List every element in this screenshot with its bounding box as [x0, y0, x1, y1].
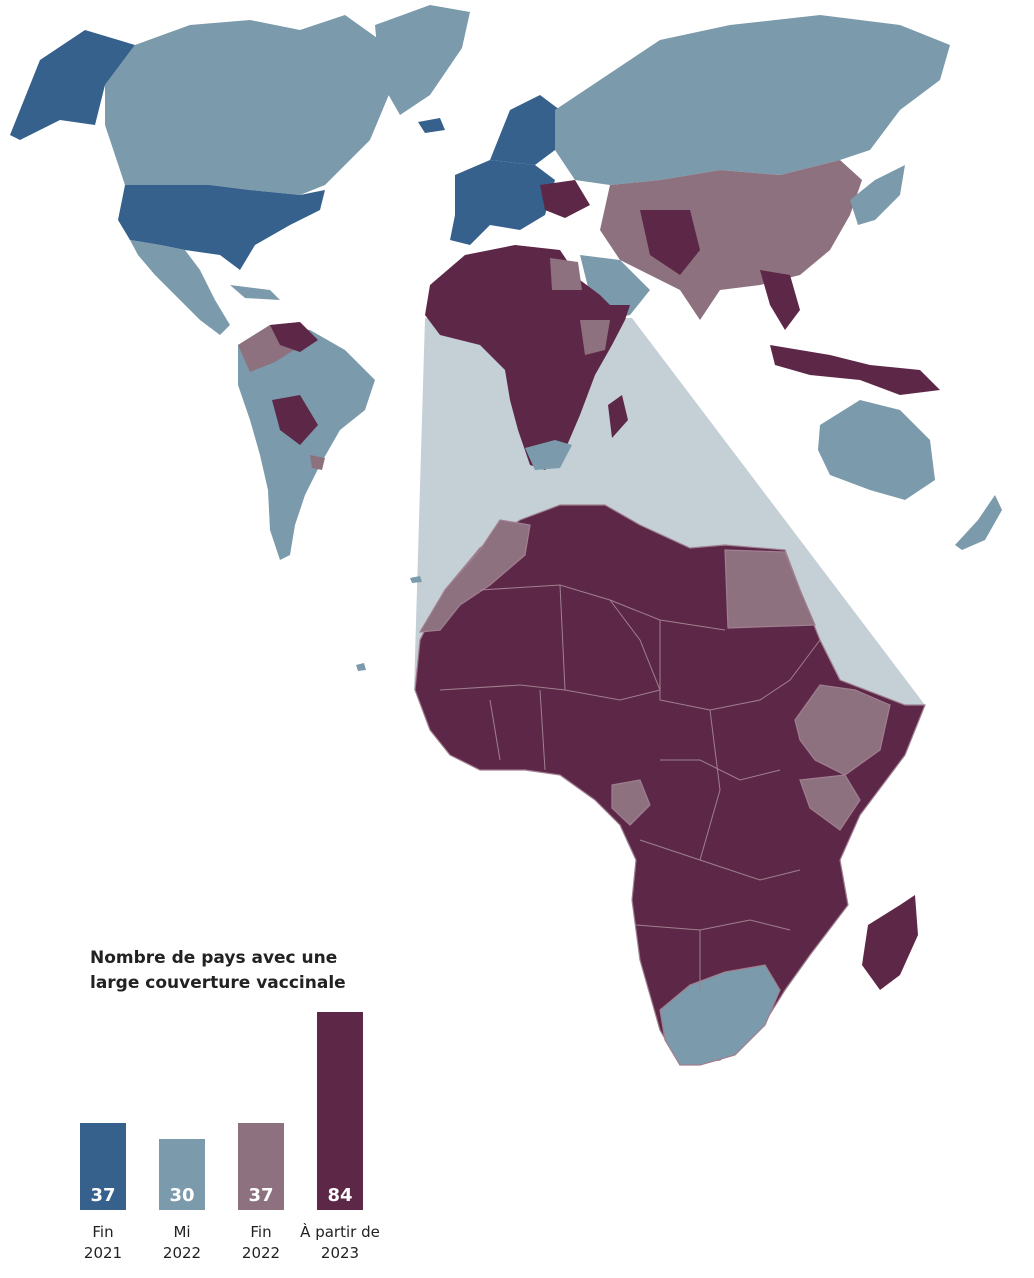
- kenya-large: [799, 774, 861, 831]
- africa-large: [414, 504, 926, 1066]
- iceland: [418, 118, 445, 133]
- caribbean: [230, 285, 280, 300]
- paraguay: [310, 455, 325, 470]
- japan-korea: [850, 165, 905, 225]
- scandinavia: [490, 95, 560, 165]
- chart-title-line-2: large couverture vaccinale: [90, 973, 346, 993]
- madagascar-small: [608, 395, 628, 438]
- alaska: [10, 30, 135, 140]
- canada: [105, 15, 395, 195]
- bar-value-a-partir-de-2023: 84: [327, 1185, 353, 1206]
- bar-label-a-partir-de-2023: À partir de 2023: [290, 1222, 390, 1264]
- indonesia-png: [770, 345, 940, 395]
- usa: [118, 185, 325, 270]
- bar-label-mi-2022-line-1: Mi: [173, 1223, 191, 1241]
- central-asia-china: [600, 160, 862, 320]
- egypt-small: [550, 258, 582, 290]
- country-borders: [439, 584, 821, 990]
- bar-label-fin-2021-line-1: Fin: [92, 1223, 114, 1241]
- bar-label-fin-2022-line-2: 2022: [241, 1244, 281, 1262]
- bar-label-fin-2021-line-2: 2021: [83, 1244, 123, 1262]
- bar-value-mi-2022: 30: [169, 1185, 195, 1206]
- canary-islands: [410, 576, 422, 583]
- bar-label-a-partir-de-2023-line-1: À partir de: [300, 1223, 380, 1241]
- madagascar-large: [862, 895, 918, 990]
- bar-label-a-partir-de-2023-line-2: 2023: [320, 1244, 360, 1262]
- bar-label-fin-2022-line-1: Fin: [250, 1223, 272, 1241]
- africa-small: [425, 245, 625, 470]
- bar-label-fin-2022: Fin 2022: [211, 1222, 311, 1264]
- venezuela-guyana: [270, 322, 318, 352]
- egypt-large: [724, 549, 816, 629]
- afghanistan-region: [640, 210, 700, 275]
- greenland: [375, 5, 470, 115]
- bar-fin-2022: 37: [238, 1123, 284, 1210]
- australia: [818, 400, 935, 500]
- ethiopia-large: [794, 684, 891, 776]
- ukraine-belarus: [540, 180, 590, 218]
- gabon-large: [611, 779, 651, 826]
- morocco-algeria-north: [418, 519, 531, 633]
- bar-mi-2022: 30: [159, 1139, 205, 1210]
- bar-a-partir-de-2023: 84: [317, 1012, 363, 1210]
- bar-label-mi-2022-line-2: 2022: [162, 1244, 202, 1262]
- russia: [555, 15, 950, 185]
- mexico-central-america: [130, 240, 230, 335]
- southeast-asia: [760, 270, 800, 330]
- western-europe: [450, 160, 555, 245]
- ethiopia-small: [580, 320, 610, 355]
- new-zealand: [955, 495, 1002, 550]
- bar-label-mi-2022: Mi 2022: [132, 1222, 232, 1264]
- south-africa-small: [525, 440, 572, 470]
- south-america: [238, 325, 375, 560]
- bar-value-fin-2022: 37: [248, 1185, 274, 1206]
- bar-value-fin-2021: 37: [90, 1185, 116, 1206]
- chart-title: Nombre de pays avec une large couverture…: [90, 946, 390, 996]
- south-africa-large: [659, 964, 781, 1066]
- bar-label-fin-2021: Fin 2021: [53, 1222, 153, 1264]
- chart-title-line-1: Nombre de pays avec une: [90, 948, 338, 968]
- bolivia: [272, 395, 318, 445]
- cape-verde: [356, 663, 366, 671]
- bar-fin-2021: 37: [80, 1123, 126, 1210]
